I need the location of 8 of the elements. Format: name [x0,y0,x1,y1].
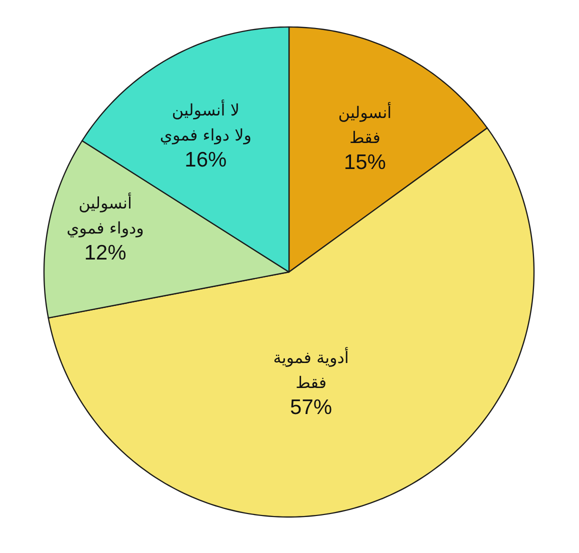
data-label: 57% [290,396,332,419]
category-label: أدوية فموية فقط [273,348,349,392]
category-label: أنسولين ودواء فموي [66,193,144,238]
category-label: أنسولين فقط [338,102,392,147]
category-label: لا أنسولين ولا دواء فموي [160,100,252,144]
data-label: 15% [344,150,386,174]
data-label: 16% [184,148,227,172]
data-label: 12% [84,241,126,264]
